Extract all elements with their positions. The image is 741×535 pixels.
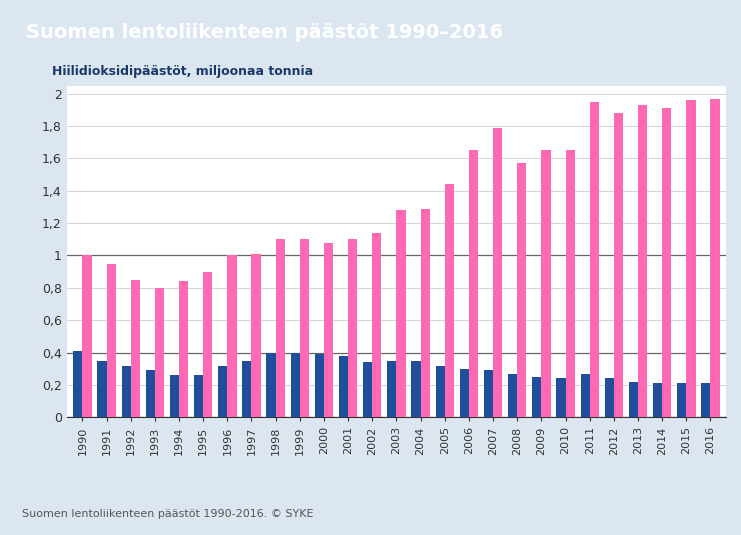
Bar — [73, 351, 82, 417]
Bar — [324, 242, 333, 417]
Bar — [348, 239, 357, 417]
Bar — [614, 113, 623, 417]
Bar — [565, 150, 575, 417]
Bar — [155, 288, 164, 417]
Bar — [411, 361, 421, 417]
Bar — [686, 100, 696, 417]
Bar — [251, 254, 261, 417]
Bar — [267, 353, 276, 417]
Bar — [701, 383, 711, 417]
Bar — [436, 365, 445, 417]
Bar — [662, 108, 671, 417]
Bar — [396, 210, 405, 417]
Bar — [194, 375, 203, 417]
Bar — [203, 272, 213, 417]
Bar — [484, 370, 493, 417]
Bar — [372, 233, 382, 417]
Text: Hiilidioksidipäästöt, miljoonaa tonnia: Hiilidioksidipäästöt, miljoonaa tonnia — [52, 65, 313, 78]
Bar — [653, 383, 662, 417]
Bar — [493, 128, 502, 417]
Bar — [445, 184, 454, 417]
Bar — [130, 280, 140, 417]
Bar — [339, 356, 348, 417]
Text: Suomen lentoliikenteen päästöt 1990–2016: Suomen lentoliikenteen päästöt 1990–2016 — [25, 22, 502, 42]
Text: Suomen lentoliikenteen päästöt 1990-2016. © SYKE: Suomen lentoliikenteen päästöt 1990-2016… — [22, 509, 313, 519]
Bar — [605, 378, 614, 417]
Bar — [459, 369, 469, 417]
Bar — [508, 373, 517, 417]
Bar — [97, 361, 107, 417]
Bar — [556, 378, 565, 417]
Bar — [122, 365, 130, 417]
Bar — [629, 381, 638, 417]
Bar — [532, 377, 542, 417]
Bar — [242, 361, 251, 417]
Bar — [590, 102, 599, 417]
Bar — [638, 105, 647, 417]
Bar — [517, 163, 526, 417]
Bar — [218, 365, 227, 417]
Bar — [227, 256, 236, 417]
Bar — [469, 150, 478, 417]
Bar — [363, 362, 372, 417]
Bar — [170, 375, 179, 417]
Bar — [315, 354, 324, 417]
Bar — [290, 353, 300, 417]
Bar — [179, 281, 188, 417]
Bar — [421, 209, 430, 417]
Bar — [276, 239, 285, 417]
Bar — [711, 98, 720, 417]
Bar — [82, 256, 92, 417]
Bar — [300, 239, 309, 417]
Bar — [107, 264, 116, 417]
Bar — [677, 383, 686, 417]
Bar — [388, 361, 396, 417]
Bar — [580, 373, 590, 417]
Bar — [542, 150, 551, 417]
Bar — [146, 370, 155, 417]
